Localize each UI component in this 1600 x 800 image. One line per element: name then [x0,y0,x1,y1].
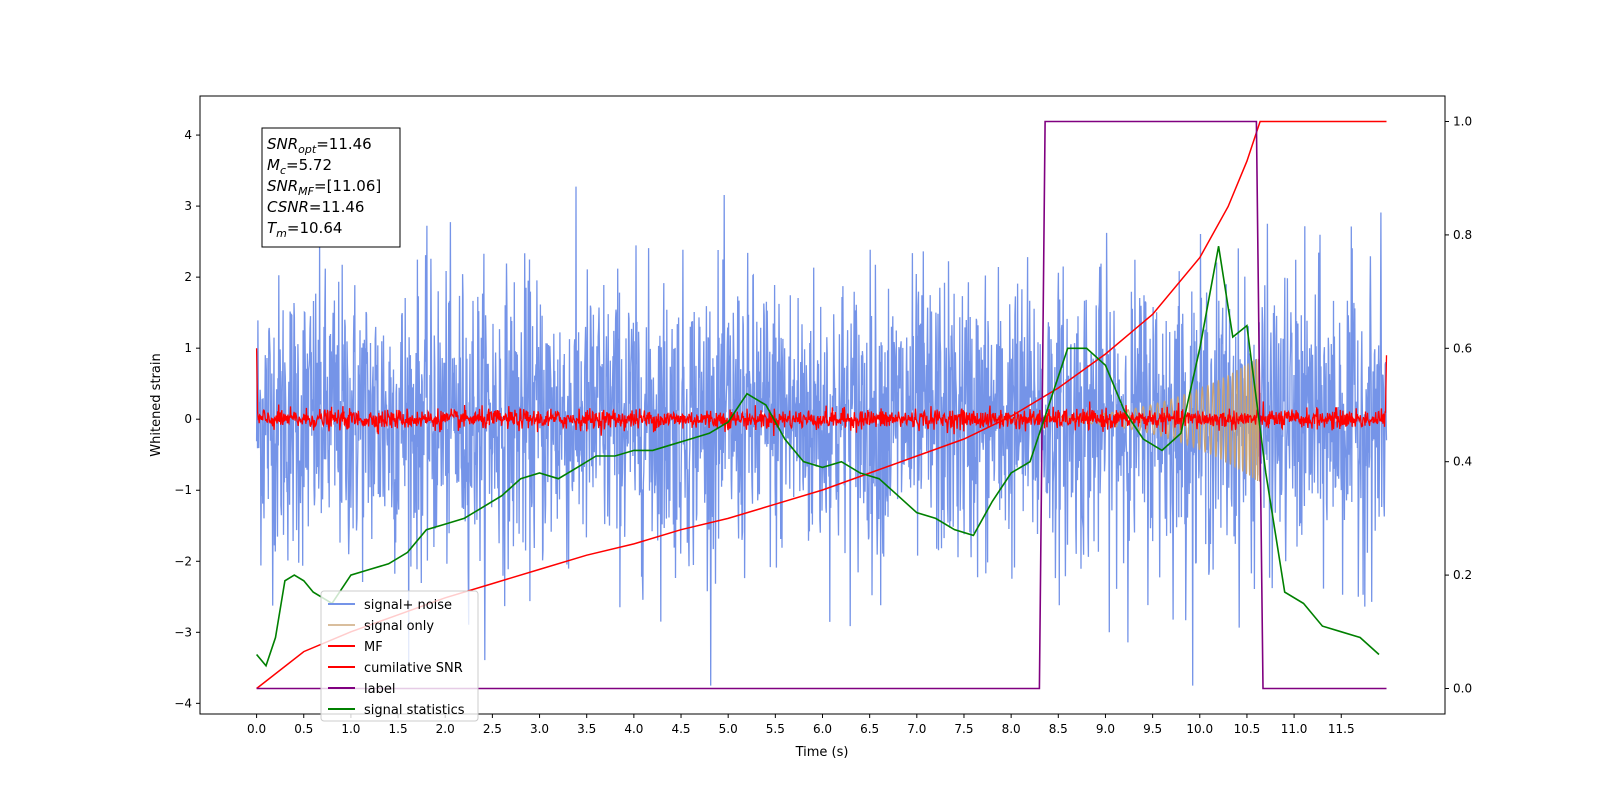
stats-annotation-box: SNRopt=11.46Mc=5.72SNRMF=[11.06]CSNR=11.… [261,127,401,248]
x-tick-label: 4.5 [671,722,690,736]
legend-label: MF [364,640,383,655]
x-tick-label: 9.5 [1143,722,1162,736]
annotation-frame [261,127,401,248]
y2-tick-label: 0.0 [1453,681,1472,695]
legend-label: label [364,682,395,697]
x-tick-label: 8.5 [1049,722,1068,736]
legend-frame [320,590,479,722]
series-mf [255,348,1388,437]
annotation-line: CSNR=11.46 [267,198,364,216]
x-tick-label: 3.0 [530,722,549,736]
annotation-line: Tm=10.64 [267,219,342,240]
annotation-line: SNRopt=11.46 [267,135,372,156]
legend: signal+ noise signal only MF cumilative SNR… [320,590,479,722]
y-tick-label: 3 [184,199,192,213]
x-tick-label: 4.0 [624,722,643,736]
x-tick-label: 0.5 [294,722,313,736]
x-tick-label: 10.0 [1186,722,1213,736]
legend-label: signal statistics [364,703,465,718]
x-tick-label: 5.5 [766,722,785,736]
x-tick-label: 1.5 [389,722,408,736]
x-tick-label: 7.5 [954,722,973,736]
x-tick-label: 8.0 [1002,722,1021,736]
y2-tick-label: 0.2 [1453,568,1472,582]
y-tick-label: 2 [184,270,192,284]
legend-label: signal only [364,619,434,634]
x-tick-label: 2.5 [483,722,502,736]
x-axis: 0.0 0.5 1.0 1.5 2.0 2.5 3.0 3.5 4.0 4.5 5.0 5.5 6.0 6… [247,714,1355,736]
y-tick-label: −2 [174,554,192,568]
series-label [256,120,1387,690]
x-tick-label: 5.0 [719,722,738,736]
y-axis-label: Whitened strain [149,353,164,456]
annotation-line: Mc=5.72 [267,156,332,177]
x-tick-label: 0.0 [247,722,266,736]
x-tick-label: 9.0 [1096,722,1115,736]
y2-tick-label: 0.8 [1453,228,1472,242]
y-tick-label: 1 [184,341,192,355]
y2-tick-label: 1.0 [1453,115,1472,129]
legend-label: cumilative SNR [364,661,463,676]
y2-tick-label: 0.6 [1453,341,1472,355]
y-tick-label: −3 [174,625,192,639]
y-tick-label: 4 [184,128,192,142]
y-tick-label: −4 [174,696,192,710]
x-tick-label: 7.0 [907,722,926,736]
x-tick-label: 6.5 [860,722,879,736]
y-axis-right: 1.0 0.8 0.6 0.4 0.2 0.0 [1445,115,1472,695]
x-tick-label: 11.5 [1328,722,1355,736]
x-tick-label: 11.0 [1281,722,1308,736]
series-signal-statistics [255,246,1380,668]
x-tick-label: 3.5 [577,722,596,736]
x-tick-label: 10.5 [1234,722,1261,736]
y-tick-label: 0 [184,412,192,426]
y-tick-label: −1 [174,483,192,497]
x-tick-label: 6.0 [813,722,832,736]
y2-tick-label: 0.4 [1453,455,1472,469]
x-axis-label: Time (s) [795,745,849,760]
y-axis-left: 4 3 2 1 0 −1 −2 −3 −4 [174,128,200,710]
legend-label: signal+ noise [364,598,452,613]
x-tick-label: 1.0 [341,722,360,736]
annotation-line: SNRMF=[11.06] [267,177,381,198]
x-tick-label: 2.0 [436,722,455,736]
